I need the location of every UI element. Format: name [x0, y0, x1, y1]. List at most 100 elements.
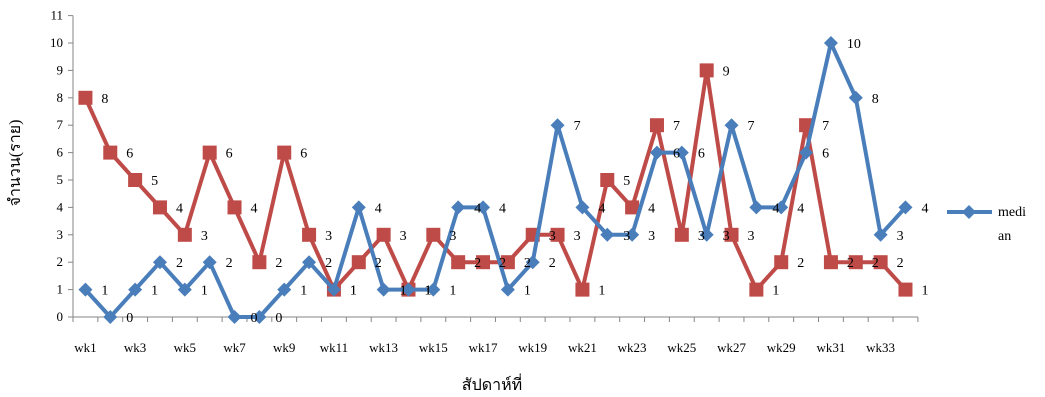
- x-tick-label: wk15: [419, 340, 448, 355]
- data-label: 6: [698, 147, 705, 162]
- y-tick-label: 3: [57, 227, 64, 242]
- data-label: 6: [822, 147, 829, 162]
- data-label: 2: [499, 256, 506, 271]
- data-point: [177, 282, 192, 297]
- data-point: [848, 255, 863, 270]
- data-point: [525, 255, 540, 270]
- legend: medi an: [947, 205, 1026, 244]
- data-label: 4: [375, 201, 382, 216]
- data-label: 4: [772, 201, 779, 216]
- x-tick-label: wk29: [767, 340, 796, 355]
- series-line-0: [83, 41, 907, 319]
- data-point: [823, 255, 838, 270]
- y-tick-label: 8: [57, 90, 64, 105]
- data-point: [277, 145, 292, 160]
- data-point: [227, 310, 242, 324]
- data-label: 5: [151, 174, 158, 189]
- data-label: 6: [673, 147, 680, 162]
- data-label: 4: [499, 201, 506, 216]
- data-label: 7: [673, 119, 680, 134]
- data-label: 4: [474, 201, 481, 216]
- data-point: [152, 255, 167, 270]
- y-tick-label: 2: [57, 254, 64, 269]
- data-label: 3: [574, 229, 581, 244]
- data-label: 2: [275, 256, 282, 271]
- data-label: 2: [226, 256, 233, 271]
- data-label: 2: [524, 256, 531, 271]
- x-tick-label: wk3: [124, 340, 146, 355]
- data-label: 3: [325, 229, 332, 244]
- x-tick-label: wk21: [568, 340, 597, 355]
- data-label: 3: [400, 229, 407, 244]
- y-tick-label: 9: [57, 62, 64, 77]
- data-label: 6: [126, 147, 133, 162]
- data-point: [78, 90, 93, 105]
- data-point: [202, 255, 217, 270]
- data-point: [401, 282, 416, 297]
- data-label: 2: [797, 256, 804, 271]
- data-label: 1: [201, 284, 208, 299]
- data-point: [351, 255, 366, 270]
- data-point: [78, 282, 93, 297]
- data-point: [103, 310, 118, 324]
- data-label: 3: [623, 229, 630, 244]
- y-tick-label: 10: [50, 35, 63, 50]
- data-point: [451, 200, 466, 215]
- data-label: 4: [648, 201, 655, 216]
- data-label: 8: [101, 92, 108, 107]
- axes: [68, 15, 919, 322]
- data-label: 7: [748, 119, 755, 134]
- data-label: 0: [275, 311, 282, 326]
- x-tick-label: wk23: [618, 340, 647, 355]
- x-tick-label: wk33: [866, 340, 895, 355]
- data-label: 0: [251, 311, 258, 326]
- data-point: [774, 200, 789, 215]
- data-label: 3: [897, 229, 904, 244]
- data-label: 0: [126, 311, 133, 326]
- data-label: 5: [623, 174, 630, 189]
- data-label: 1: [424, 284, 431, 299]
- x-tick-label: wk5: [174, 340, 196, 355]
- data-point: [724, 118, 739, 133]
- series-layer: [78, 36, 913, 324]
- data-point: [873, 227, 888, 242]
- data-label: 3: [748, 229, 755, 244]
- data-label: 2: [549, 256, 556, 271]
- data-point: [575, 200, 590, 215]
- data-label: 4: [921, 201, 928, 216]
- data-label: 2: [897, 256, 904, 271]
- data-label: 3: [723, 229, 730, 244]
- x-tick-label: wk17: [469, 340, 498, 355]
- data-point: [500, 255, 515, 270]
- data-point: [277, 282, 292, 297]
- x-tick-label: wk9: [273, 340, 295, 355]
- data-label: 1: [921, 284, 928, 299]
- data-point: [749, 282, 764, 297]
- data-label: 1: [772, 284, 779, 299]
- data-label: 2: [474, 256, 481, 271]
- x-tick-label: wk1: [74, 340, 96, 355]
- data-point: [550, 227, 565, 242]
- data-label: 7: [822, 119, 829, 134]
- data-point: [600, 173, 615, 187]
- data-label: 7: [574, 119, 581, 134]
- data-point: [500, 282, 515, 297]
- data-point: [128, 173, 143, 187]
- series-0: [78, 36, 913, 324]
- x-axis-title: สัปดาห์ที่: [462, 373, 522, 394]
- data-point: [600, 227, 615, 242]
- data-point: [426, 227, 441, 242]
- data-point: [898, 200, 913, 215]
- series-1: [78, 63, 913, 297]
- data-point: [625, 200, 640, 215]
- data-label: 1: [524, 284, 531, 299]
- x-tick-label: wk19: [518, 340, 547, 355]
- data-point: [649, 118, 664, 133]
- data-label: 10: [847, 37, 861, 52]
- data-point: [649, 145, 664, 160]
- data-point: [476, 200, 491, 215]
- data-label: 1: [350, 284, 357, 299]
- data-point: [699, 227, 714, 242]
